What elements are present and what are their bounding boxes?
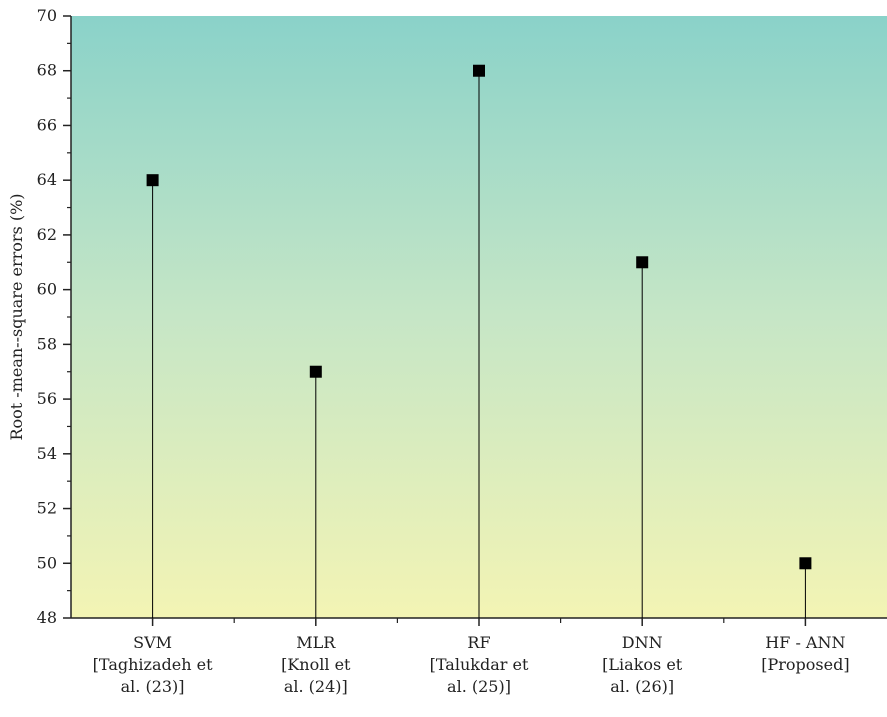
y-tick-label: 50 — [37, 553, 57, 572]
x-category-label: MLR — [296, 633, 336, 652]
x-category-label: al. (25)] — [447, 677, 511, 696]
data-point-marker — [309, 365, 322, 378]
data-point-marker — [636, 256, 649, 269]
x-category-label: al. (23)] — [121, 677, 185, 696]
data-point-marker — [473, 64, 485, 77]
x-category-label: [Liakos et — [602, 655, 683, 674]
x-category-label: DNN — [622, 633, 663, 652]
x-category-label: SVM — [133, 633, 172, 652]
y-tick-label: 62 — [37, 225, 57, 244]
x-category-label: [Proposed] — [761, 655, 849, 674]
y-tick-label: 48 — [37, 608, 57, 627]
x-category-label: RF — [467, 633, 490, 652]
x-category-label: [Talukdar et — [430, 655, 529, 674]
x-category-label: HF - ANN — [765, 633, 845, 652]
data-point-marker — [146, 174, 159, 187]
y-tick-label: 70 — [37, 6, 57, 25]
x-category-label: [Knoll et — [281, 655, 351, 674]
y-tick-label: 56 — [37, 389, 57, 408]
y-tick-label: 58 — [37, 334, 57, 353]
y-tick-label: 54 — [37, 444, 57, 463]
data-point-marker — [799, 557, 812, 570]
y-axis-title: Root -mean--square errors (%) — [7, 193, 26, 440]
y-tick-label: 52 — [37, 499, 57, 518]
x-category-label: al. (24)] — [284, 677, 348, 696]
y-tick-label: 66 — [37, 115, 57, 134]
y-tick-label: 68 — [37, 61, 57, 80]
x-category-label: [Taghizadeh et — [93, 655, 213, 674]
y-tick-label: 60 — [37, 280, 57, 299]
y-tick-label: 64 — [37, 170, 57, 189]
x-category-label: al. (26)] — [610, 677, 674, 696]
